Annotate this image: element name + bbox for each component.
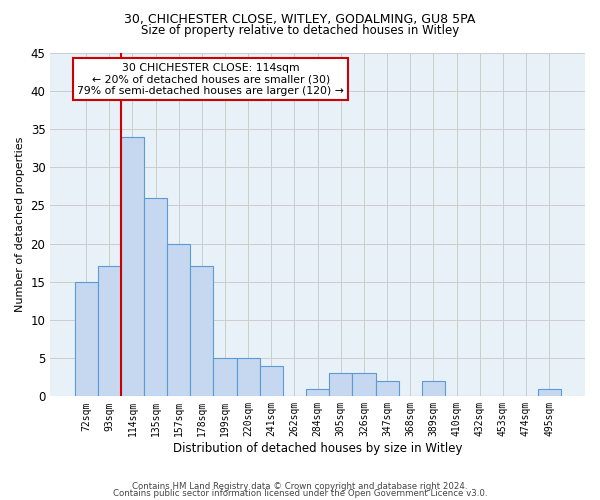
Bar bbox=[538, 388, 560, 396]
Text: Contains public sector information licensed under the Open Government Licence v3: Contains public sector information licen… bbox=[113, 490, 487, 498]
Bar bbox=[144, 198, 167, 396]
Bar bbox=[190, 266, 214, 396]
Text: Size of property relative to detached houses in Witley: Size of property relative to detached ho… bbox=[141, 24, 459, 37]
Bar bbox=[167, 244, 190, 396]
X-axis label: Distribution of detached houses by size in Witley: Distribution of detached houses by size … bbox=[173, 442, 463, 455]
Bar bbox=[352, 374, 376, 396]
Text: 30, CHICHESTER CLOSE, WITLEY, GODALMING, GU8 5PA: 30, CHICHESTER CLOSE, WITLEY, GODALMING,… bbox=[124, 12, 476, 26]
Bar bbox=[422, 381, 445, 396]
Bar bbox=[98, 266, 121, 396]
Text: Contains HM Land Registry data © Crown copyright and database right 2024.: Contains HM Land Registry data © Crown c… bbox=[132, 482, 468, 491]
Bar bbox=[260, 366, 283, 396]
Bar bbox=[121, 136, 144, 396]
Bar bbox=[214, 358, 236, 397]
Bar bbox=[306, 388, 329, 396]
Text: 30 CHICHESTER CLOSE: 114sqm
← 20% of detached houses are smaller (30)
79% of sem: 30 CHICHESTER CLOSE: 114sqm ← 20% of det… bbox=[77, 63, 344, 96]
Bar bbox=[74, 282, 98, 397]
Y-axis label: Number of detached properties: Number of detached properties bbox=[15, 136, 25, 312]
Bar bbox=[376, 381, 398, 396]
Bar bbox=[329, 374, 352, 396]
Bar bbox=[236, 358, 260, 397]
